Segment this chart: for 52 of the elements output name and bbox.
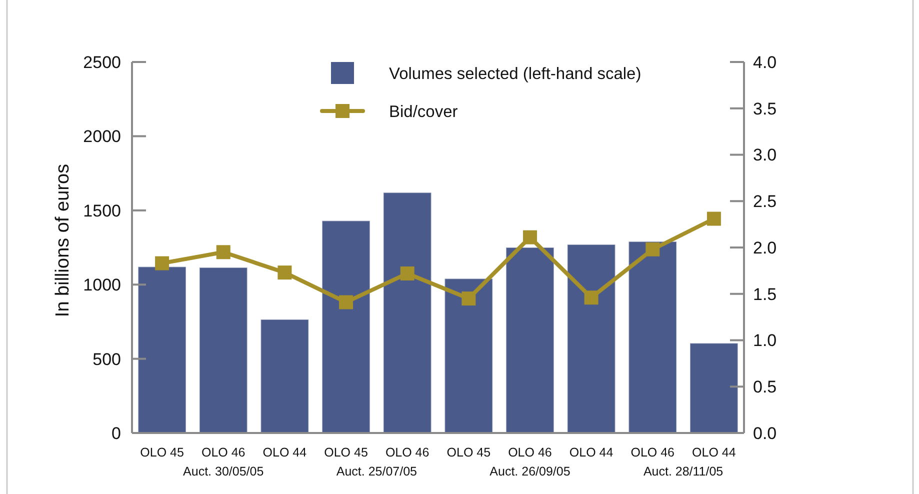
bar: [444, 278, 494, 434]
x-tick-label: OLO 45: [140, 445, 184, 460]
y2-tick-label: 1.5: [753, 284, 777, 304]
y-axis-title: In billions of euros: [52, 164, 74, 318]
x-tick-label: OLO 44: [262, 445, 307, 460]
x-tick-label: OLO 46: [385, 445, 430, 460]
x-tick-label: OLO 44: [692, 445, 736, 460]
y2-tick-label: 2.0: [753, 238, 777, 258]
x-tick-label: OLO 44: [569, 445, 614, 460]
y2-tick-label: 1.0: [753, 331, 777, 350]
x-tick-label: OLO 46: [201, 445, 246, 460]
text: Auct. 30/05/05: [183, 464, 264, 478]
y2-tick-label: 0.5: [753, 378, 777, 397]
point: [462, 292, 476, 306]
bar: [198, 267, 248, 434]
bar: [382, 192, 432, 434]
y-tick-label: 1500: [83, 201, 121, 220]
bar: [138, 266, 186, 434]
y2-tick-label: 4.0: [753, 52, 777, 72]
y2-tick-label: 2.5: [753, 192, 777, 212]
y-tick-label: 2500: [83, 52, 121, 72]
bar: [690, 342, 738, 434]
bar: [260, 318, 310, 434]
bar: [322, 220, 370, 434]
point: [584, 290, 598, 305]
y2-tick-label: 3.0: [753, 146, 777, 165]
legend-label: Bid/cover: [389, 102, 458, 121]
point: [646, 242, 660, 256]
point: [216, 245, 230, 260]
point: [278, 266, 292, 280]
point: [155, 256, 170, 270]
text: Auct. 25/07/05: [336, 464, 418, 478]
bar: [566, 244, 616, 434]
point: [706, 212, 721, 226]
y2-tick-label: 3.5: [753, 99, 777, 118]
y-tick-label: 2000: [83, 127, 121, 146]
x-tick-label: OLO 45: [324, 445, 368, 460]
text: Auct. 28/11/05: [643, 464, 724, 478]
text: Auct. 26/09/05: [490, 464, 570, 478]
y-tick-label: 500: [92, 350, 121, 369]
bar: [506, 247, 554, 434]
y-tick-label: 1000: [83, 276, 121, 295]
y-tick-label: 0: [112, 424, 121, 443]
bar: [628, 241, 678, 434]
x-tick-label: OLO 46: [508, 445, 552, 460]
x-tick-label: OLO 45: [446, 445, 491, 460]
x-tick-label: OLO 46: [630, 445, 675, 460]
point: [400, 266, 414, 280]
y2-tick-label: 0.0: [753, 424, 777, 443]
point: [339, 295, 354, 310]
legend-label: Volumes selected (left-hand scale): [389, 64, 642, 83]
point: [522, 230, 537, 244]
